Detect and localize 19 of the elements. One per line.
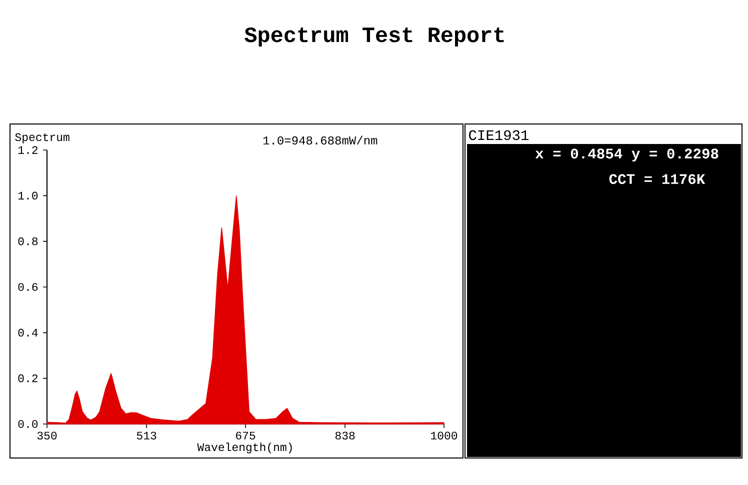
- x-tick-label: 513: [136, 432, 156, 440]
- y-axis-title: Spectrum: [15, 133, 70, 144]
- x-tick-label: 838: [335, 432, 355, 440]
- y-tick-label: 0.4: [18, 328, 38, 337]
- text: 1.0=948.688mW/nm: [263, 136, 378, 145]
- x-tick-label: 350: [37, 432, 57, 440]
- text: CCT = 1176K: [609, 174, 706, 184]
- x-tick-label: 675: [236, 432, 256, 440]
- x-axis-title: Wavelength(nm): [197, 442, 292, 454]
- text: CIE1931: [469, 130, 529, 140]
- y-tick-label: 1.2: [18, 146, 38, 154]
- y-tick-label: 1.0: [18, 192, 38, 200]
- y-tick-label: 0.8: [18, 237, 38, 246]
- text: x = 0.4854 y = 0.2298: [535, 148, 718, 162]
- x-tick-label: 1000: [431, 432, 458, 440]
- chart-title: Spectrum Test Report: [244, 27, 504, 47]
- y-tick-label: 0.2: [18, 374, 38, 382]
- y-tick-label: 0.0: [18, 420, 38, 428]
- y-tick-label: 0.6: [18, 283, 38, 291]
